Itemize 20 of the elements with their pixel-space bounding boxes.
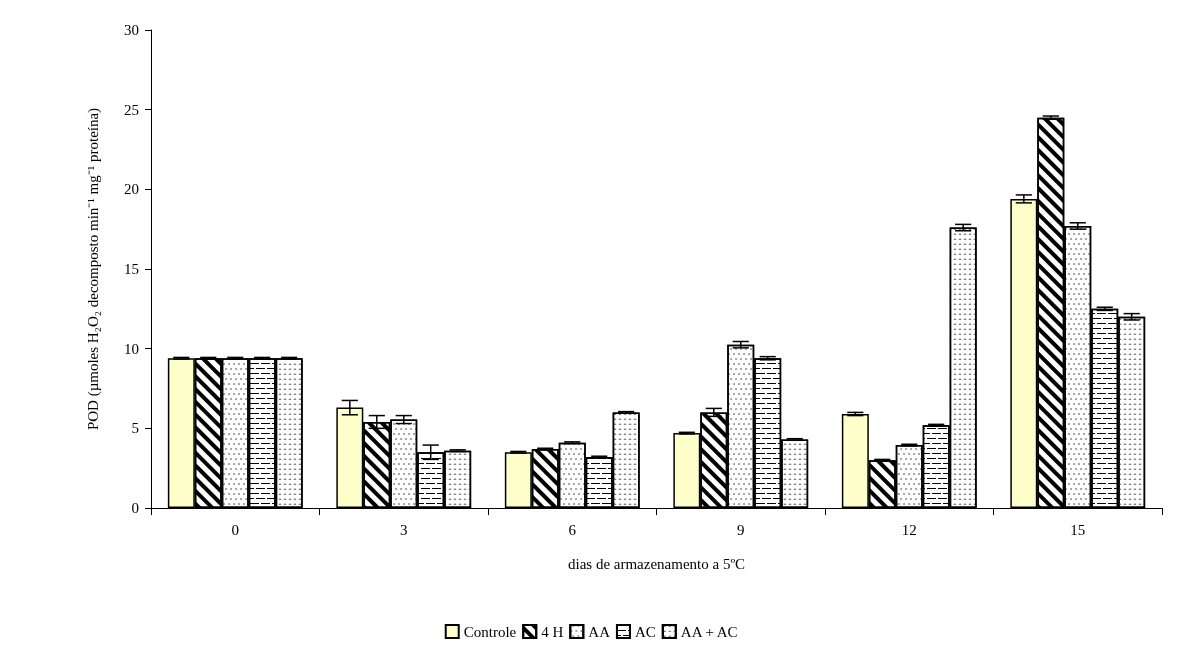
- legend-label: 4 H: [541, 623, 564, 640]
- y-tick-label: 5: [131, 420, 139, 437]
- y-tick-label: 15: [124, 261, 139, 277]
- x-tick-label: 6: [568, 521, 577, 538]
- legend-label: AA: [588, 623, 611, 640]
- x-tick-label: 3: [400, 521, 408, 538]
- x-axis-title: dias de armazenamento a 5ºC: [567, 555, 746, 572]
- x-tick-label: 15: [1070, 521, 1086, 538]
- legend-label: AC: [634, 623, 656, 640]
- legend-label: AA + AC: [680, 623, 738, 640]
- y-tick-label: 0: [131, 500, 139, 516]
- x-tick-label: 0: [231, 521, 239, 538]
- y-axis-title: POD (µmoles H₂O₂ decomposto min⁻¹ mg⁻¹ proteína): [85, 107, 102, 431]
- legend-label: Controle: [463, 623, 517, 640]
- y-tick-label: 10: [124, 340, 139, 357]
- y-tick-label: 30: [124, 22, 139, 38]
- y-tick-label: 25: [124, 101, 139, 118]
- y-tick-label: 20: [124, 181, 139, 198]
- x-tick-label: 9: [737, 521, 745, 538]
- x-tick-label: 12: [901, 521, 917, 538]
